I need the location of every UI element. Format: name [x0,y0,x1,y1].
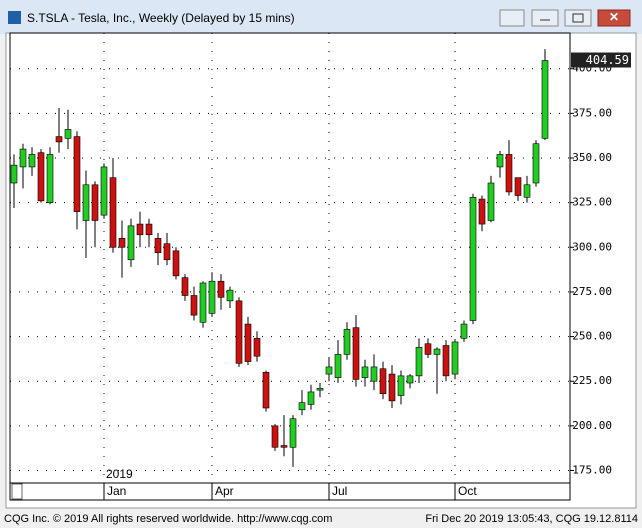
candle-body [145,223,153,236]
candle-body [415,346,423,377]
y-tick-label: 275.00 [572,285,612,298]
candle-body [307,391,315,405]
x-tick-label: Apr [215,484,234,498]
x-tick-label: Oct [458,484,477,498]
candle-body [514,177,522,196]
candle-body [361,366,369,378]
candle-body [82,184,90,221]
candle-body [370,366,378,382]
candle-body [298,402,306,411]
x-tick-label: Jul [332,484,347,498]
candle-body [154,238,162,253]
candle-body [388,373,396,402]
y-tick-label: 175.00 [572,464,612,477]
x-tick-label: Jan [107,484,126,498]
year-label: 2019 [106,467,133,481]
candle-body [541,60,549,139]
candle-body [406,375,414,384]
candle-body [91,184,99,221]
candle-body [163,243,171,261]
chart-panel [5,32,637,509]
y-tick-label: 375.00 [572,106,612,119]
y-tick-label: 225.00 [572,374,612,387]
maximize-icon [572,13,584,23]
candle-body [46,154,54,203]
pin-button[interactable] [499,9,525,27]
candle-body [271,425,279,448]
candle-body [451,341,459,375]
candle-body [280,445,288,448]
candle-body [325,366,333,375]
candle-body [64,129,72,139]
candle-body [478,198,486,225]
candle-body [127,225,135,261]
candle-body [523,184,531,198]
candle-body [352,327,360,380]
y-tick-label: 325.00 [572,196,612,209]
candle-body [262,371,270,409]
candle-body [379,368,387,395]
candle-body [505,154,513,193]
candle-body [181,277,189,296]
candle-body [37,152,45,202]
candle-body [397,375,405,396]
candle-body [316,388,324,391]
candle-body [172,250,180,277]
footer-right: Fri Dec 20 2019 13:05:43, CQG 19.12.8114 [425,513,638,525]
close-icon: ✕ [609,10,619,24]
y-tick-label: 200.00 [572,419,612,432]
app-icon [8,11,21,24]
window-title: S.TSLA - Tesla, Inc., Weekly (Delayed by… [27,11,295,25]
y-tick-label: 250.00 [572,330,612,343]
scroll-handle[interactable] [11,483,23,500]
candle-body [217,280,225,298]
candle-body [424,343,432,355]
close-button[interactable] [597,9,631,27]
x-axis-band [9,482,571,501]
maximize-button[interactable] [564,9,592,27]
candle-body [487,182,495,221]
candle-body [19,148,27,168]
candle-body [10,164,18,184]
candle-body [469,196,477,321]
last-price-box [571,52,631,68]
candle-body [343,329,351,355]
candle-body [199,282,207,323]
candle-body [118,238,126,248]
candle-body [496,154,504,168]
candle-body [190,295,198,316]
candle-body [73,136,81,212]
candle-body [235,300,243,364]
y-tick-label: 300.00 [572,240,612,253]
candle-body [100,166,108,216]
candle-body [442,345,450,377]
candle-body [244,323,252,362]
candle-body [532,143,540,184]
candle-body [109,177,117,248]
candle-body [460,323,468,339]
candle-body [136,223,144,236]
last-price-label: 404.59 [586,53,629,67]
candle-body [55,136,63,143]
footer-left: CQG Inc. © 2019 All rights reserved worl… [4,513,332,525]
candle-body [28,154,36,168]
candle-body [226,289,234,302]
candle-body [253,338,261,357]
candle-body [433,348,441,355]
y-tick-label: 350.00 [572,151,612,164]
candle-body [208,280,216,314]
minimize-button[interactable] [531,9,559,27]
candle-body [334,354,342,378]
candle-body [289,418,297,448]
